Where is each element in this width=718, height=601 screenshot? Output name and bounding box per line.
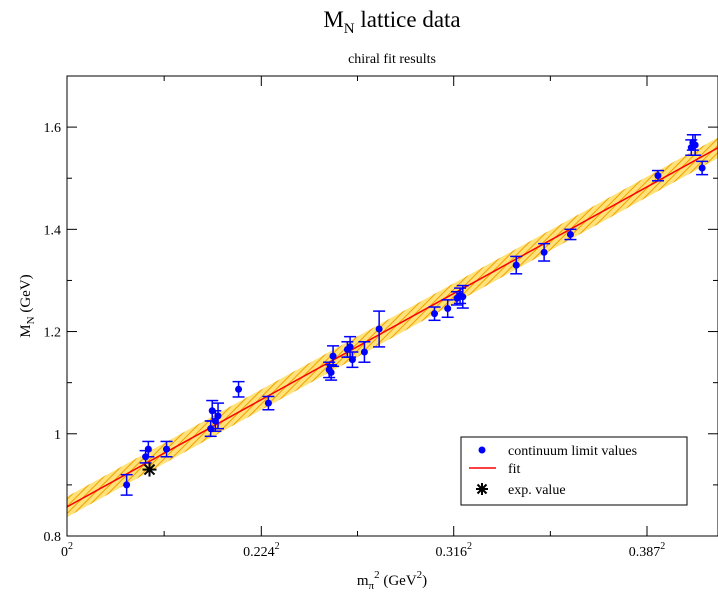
x-axis-ticks: 02 0.2242 0.3162 0.3872 (61, 76, 665, 560)
y-tick-label-2: 1.2 (44, 326, 62, 341)
chart-subtitle: chiral fit results (348, 52, 436, 67)
x-tick-label-3: 0.3872 (629, 541, 666, 560)
data-point-25 (564, 228, 577, 241)
legend-label-fit: fit (508, 462, 521, 477)
data-point-7 (212, 402, 225, 430)
data-point-17 (373, 310, 386, 348)
exp-value-point (142, 462, 157, 477)
data-point-24 (538, 242, 551, 262)
data-point-18 (428, 306, 441, 322)
y-axis-label-sub: N (25, 316, 37, 324)
legend-label-continuum: continuum limit values (508, 444, 637, 459)
x-axis-label-main: m (357, 573, 369, 589)
legend-box (460, 436, 688, 506)
chart-title-rest: lattice data (355, 7, 461, 32)
data-point-22 (456, 284, 469, 309)
data-point-9 (262, 395, 275, 411)
data-point-11 (325, 364, 338, 381)
y-tick-label-1: 1 (54, 428, 61, 443)
data-point-12 (327, 345, 340, 368)
chart-title-sub: N (344, 21, 355, 37)
y-tick-label-0: 0.8 (44, 530, 62, 545)
y-axis-label-main: M (18, 324, 34, 337)
x-axis-label-sub: π (369, 580, 375, 592)
data-point-8 (232, 380, 245, 398)
data-point-23 (510, 255, 523, 275)
y-tick-label-3: 1.4 (44, 223, 62, 238)
x-tick-label-1: 0.2242 (243, 541, 280, 560)
chart-title: MN lattice data (323, 7, 460, 37)
x-axis-label: mπ2 (GeV2) (357, 569, 427, 592)
data-point-29 (689, 134, 702, 156)
legend: continuum limit values fit exp. value (460, 436, 688, 506)
x-axis-label-rest: (GeV (380, 573, 417, 589)
data-point-30 (696, 160, 709, 176)
data-point-15 (346, 351, 359, 369)
x-axis-label-close: ) (422, 573, 427, 589)
data-point-0 (120, 473, 133, 496)
fit-line (67, 147, 718, 508)
data-points (120, 134, 709, 496)
data-point-26 (651, 169, 664, 182)
data-point-2 (142, 440, 155, 458)
legend-label-exp: exp. value (508, 483, 566, 498)
data-point-16 (358, 341, 371, 363)
legend-marker-exp (476, 483, 488, 495)
y-axis-label: MN (GeV) (18, 274, 37, 337)
y-tick-label-4: 1.6 (44, 121, 62, 136)
x-axis-label-sup: 2 (374, 569, 380, 581)
x-tick-label-0: 02 (61, 541, 73, 560)
legend-marker-continuum (478, 446, 486, 454)
y-axis-label-rest: (GeV) (18, 274, 34, 316)
data-point-19 (441, 299, 454, 318)
x-tick-label-2: 0.3162 (435, 541, 472, 560)
data-point-3 (160, 440, 173, 458)
plot-frame (66, 75, 718, 537)
x-axis-label-sup2: 2 (417, 569, 423, 581)
chart-title-main: M (323, 7, 343, 32)
y-axis-ticks: 0.8 1 1.2 1.4 1.6 (44, 75, 718, 545)
